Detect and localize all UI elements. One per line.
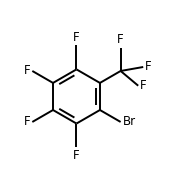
- Text: F: F: [140, 79, 147, 92]
- Text: F: F: [24, 115, 30, 129]
- Text: Br: Br: [123, 115, 136, 129]
- Text: F: F: [145, 61, 152, 73]
- Text: F: F: [73, 31, 80, 44]
- Text: F: F: [117, 33, 124, 46]
- Text: F: F: [73, 149, 80, 162]
- Text: F: F: [24, 64, 30, 78]
